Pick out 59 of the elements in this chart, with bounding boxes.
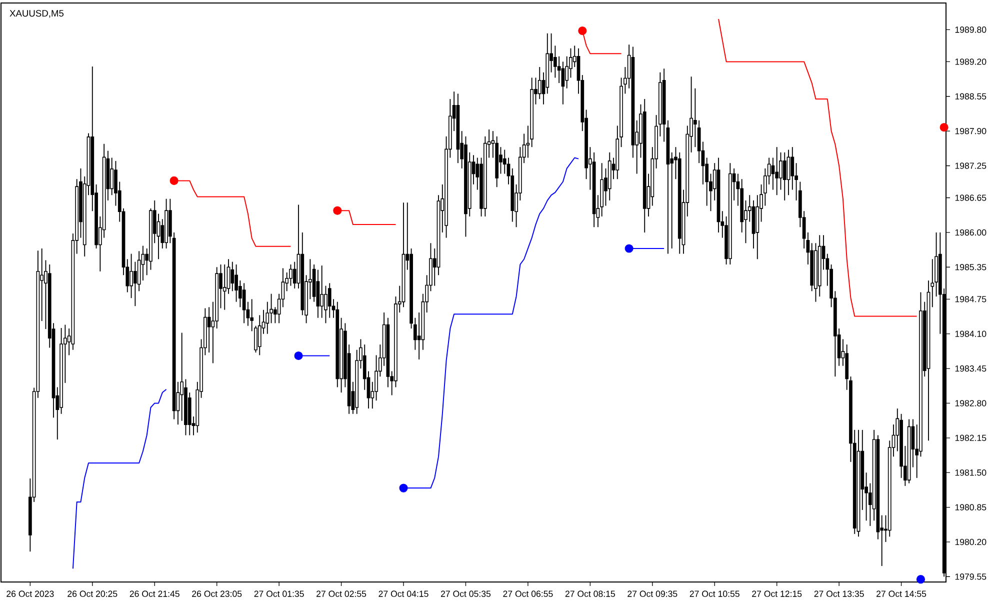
- x-tick-label: 27 Oct 10:55: [690, 590, 740, 597]
- candlestick: [499, 146, 502, 174]
- y-tick-label: 1989.20: [955, 58, 986, 65]
- point: [624, 244, 634, 253]
- x-tick-label: 27 Oct 12:15: [752, 590, 802, 597]
- candlestick: [207, 306, 211, 353]
- candlestick: [242, 282, 246, 324]
- candlestick: [110, 157, 114, 196]
- y-tick-label: 1980.85: [955, 504, 986, 510]
- point: [399, 484, 408, 492]
- y-tick-label: 1980.20: [955, 538, 986, 546]
- x-tick-label: 27 Oct 05:35: [440, 590, 491, 597]
- y-tick-label: 1983.45: [955, 365, 986, 372]
- y-tick-label: 1984.75: [955, 296, 986, 302]
- x-tick-label: 27 Oct 13:35: [814, 590, 864, 597]
- point: [940, 123, 948, 132]
- y-tick-label: 1984.10: [955, 330, 986, 337]
- candlestick: [180, 332, 184, 422]
- y-tick-label: 1985.35: [955, 264, 986, 270]
- y-tick-label: 1979.55: [955, 574, 986, 580]
- candlestick: [561, 61, 565, 105]
- candlestick: [557, 56, 561, 84]
- x-tick-label: 27 Oct 01:35: [254, 590, 304, 597]
- text: XAUUSD,M5: [10, 10, 64, 18]
- x-tick-label: 27 Oct 14:55: [876, 590, 926, 597]
- candlestick: [320, 265, 324, 318]
- y-tick-label: 1987.25: [955, 162, 986, 169]
- candlestick: [141, 245, 145, 281]
- x-tick-label: 27 Oct 08:15: [565, 590, 615, 597]
- candlestick: [775, 146, 779, 196]
- candlestick: [328, 282, 332, 318]
- point: [170, 176, 178, 185]
- x-tick-label: 27 Oct 04:15: [378, 590, 428, 597]
- x-tick-label: 26 Oct 20:25: [68, 590, 118, 597]
- y-tick-label: 1982.80: [955, 400, 986, 406]
- point: [333, 206, 342, 215]
- x-tick-label: 26 Oct 23:05: [192, 590, 242, 597]
- y-tick-label: 1989.80: [955, 26, 986, 33]
- candlestick: [782, 152, 786, 201]
- candlestick: [133, 261, 137, 307]
- candlestick: [230, 261, 234, 292]
- candlestick: [790, 146, 794, 190]
- candlestick: [538, 66, 542, 100]
- x-tick-label: 26 Oct 2023: [6, 590, 54, 597]
- y-tick-label: 1988.55: [955, 93, 986, 100]
- x-tick-label: 27 Oct 09:35: [628, 590, 678, 597]
- y-tick-label: 1981.50: [955, 469, 986, 476]
- x-tick-label: 26 Oct 21:45: [130, 590, 180, 597]
- y-tick-label: 1986.00: [955, 229, 986, 236]
- y-tick-label: 1986.65: [955, 194, 986, 201]
- candlestick: [266, 301, 270, 334]
- x-tick-label: 27 Oct 02:55: [316, 590, 366, 597]
- y-tick-label: 1987.90: [955, 128, 986, 134]
- y-tick-label: 1982.15: [955, 434, 986, 442]
- x-tick-label: 27 Oct 06:55: [503, 590, 553, 597]
- point: [294, 351, 303, 360]
- point: [578, 26, 587, 36]
- point: [916, 575, 925, 584]
- candlestick: [226, 258, 230, 294]
